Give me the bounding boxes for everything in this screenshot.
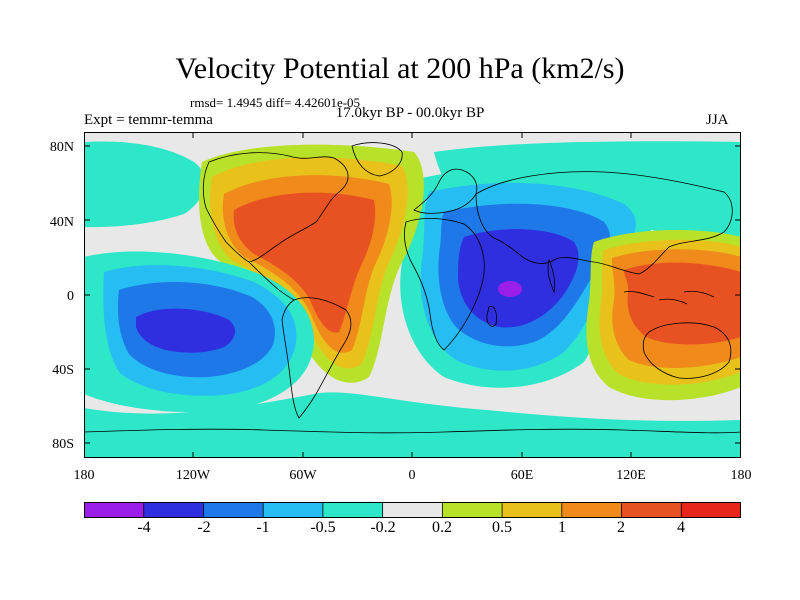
colorbar-swatch — [203, 502, 265, 518]
coast-north-america — [202, 152, 349, 263]
x-tick-label: 180 — [730, 468, 752, 483]
x-tick-label: 120E — [616, 468, 646, 483]
axis-ticks — [84, 132, 741, 458]
x-tick-label: 120W — [175, 468, 211, 483]
colorbar — [84, 502, 741, 518]
coast-madagascar — [486, 305, 497, 327]
colorbar-swatch — [143, 502, 205, 518]
colorbar-swatch — [84, 502, 145, 518]
x-tick-label: 60W — [289, 468, 317, 483]
coast-central-america — [248, 261, 295, 301]
coast-europe — [413, 168, 478, 214]
colorbar-swatch — [262, 502, 324, 518]
colorbar-label: 0.5 — [492, 519, 512, 536]
chart-title: Velocity Potential at 200 hPa (km2/s) — [175, 52, 625, 85]
contour-asia-neg-strong — [458, 229, 579, 328]
experiment-label: Expt = temmr-temma — [84, 112, 213, 128]
contour-north-pacific — [84, 141, 205, 228]
y-tick-label: 80N — [49, 140, 74, 155]
contour-southern-band — [84, 392, 741, 458]
y-tick-label: 0 — [67, 289, 74, 304]
colorbar-label: -0.2 — [370, 519, 396, 536]
x-tick-label: 180 — [73, 468, 95, 483]
coast-india — [547, 258, 556, 294]
colorbar-swatch — [680, 502, 741, 518]
contour-pacific-neg-strong — [136, 308, 236, 353]
x-tick-label: 60E — [510, 468, 534, 483]
coast-asia — [475, 171, 733, 275]
coastlines — [84, 142, 741, 434]
coast-africa — [404, 218, 485, 351]
coast-indonesia — [623, 290, 715, 305]
coast-south-america — [281, 297, 352, 419]
colorbar-swatch — [621, 502, 683, 518]
contour-asia-min-core — [498, 281, 522, 297]
velocity-potential-map — [84, 132, 741, 458]
colorbar-label: 2 — [617, 519, 625, 536]
colorbar-swatch — [382, 502, 444, 518]
colorbar-swatch — [561, 502, 623, 518]
coast-antarctica — [84, 428, 741, 434]
contour-maritime-pos-strong — [624, 262, 741, 345]
colorbar-label: 4 — [677, 519, 685, 536]
coast-greenland — [351, 142, 403, 177]
y-tick-label: 80S — [52, 437, 74, 452]
colorbar-label: -1 — [256, 519, 270, 536]
colorbar-label: -2 — [197, 519, 211, 536]
coast-australia — [642, 322, 732, 379]
contour-atlantic-pos-strong — [233, 192, 376, 333]
x-tick-label: 0 — [408, 468, 416, 483]
colorbar-label: 0.2 — [432, 519, 452, 536]
y-tick-label: 40N — [49, 215, 74, 230]
colorbar-label: -4 — [137, 519, 151, 536]
colorbar-swatch — [441, 502, 503, 518]
period-label: 17.0kyr BP - 00.0kyr BP — [335, 105, 485, 121]
stats-label: rmsd= 1.4945 diff= 4.42601e-05 — [190, 95, 361, 110]
season-label: JJA — [706, 112, 729, 128]
colorbar-swatch — [322, 502, 384, 518]
y-tick-label: 40S — [52, 363, 74, 378]
colorbar-swatch — [501, 502, 563, 518]
colorbar-label: -0.5 — [310, 519, 336, 536]
colorbar-label: 1 — [558, 519, 566, 536]
